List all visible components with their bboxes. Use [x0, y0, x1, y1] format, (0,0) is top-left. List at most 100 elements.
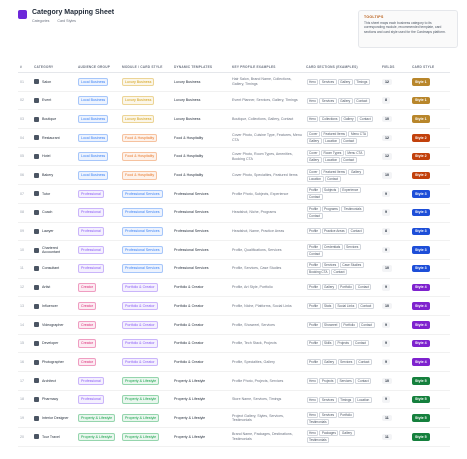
module-cell: Portfolio & Creator: [120, 315, 172, 335]
module-pill: Portfolio & Creator: [122, 301, 158, 311]
profile-examples: Profile, Tech Stack, Projects: [230, 334, 304, 354]
row-number: 12: [18, 278, 32, 298]
section-chip: Programs: [321, 206, 341, 213]
style-cell: Style 5: [410, 408, 450, 429]
module-cell: Property & Lifestyle: [120, 390, 172, 410]
section-chip: Hero: [306, 97, 319, 104]
mapping-table: # CATEGORY AUDIENCE GROUP MODULE / CARD STY…: [18, 62, 450, 447]
category-icon: [34, 191, 39, 197]
category: Chartered Accountant: [34, 246, 74, 255]
audience-pill: Property & Lifestyle: [78, 413, 116, 423]
audience-cell: Creator: [76, 352, 120, 372]
section-chip: Gallery: [348, 168, 364, 175]
category-name: Videographer: [42, 322, 64, 327]
sections-cell: Profile Skills Projects Contact: [304, 334, 380, 354]
category-cell: Hotel: [32, 147, 76, 167]
table-row: 18 Pharmacy Professional Property & Lifesty…: [18, 390, 450, 410]
audience-cell: Professional: [76, 203, 120, 223]
category-cell: Consultant: [32, 259, 76, 279]
sections-cell: Profile Gallery Portfolio Contact: [304, 278, 380, 298]
audience-pill: Creator: [78, 357, 96, 367]
row-number: 13: [18, 296, 32, 316]
table-row: 19 Interior Designer Property & Lifestyle P…: [18, 408, 450, 429]
audience-cell: Professional: [76, 390, 120, 410]
section-chip: Gallery: [321, 284, 337, 291]
section-chip: Case Studies: [339, 262, 364, 269]
module-pill: Professional Services: [122, 245, 163, 255]
profile-examples: Profile Photo, Subjects, Experience: [230, 184, 304, 204]
section-chip: Contact: [348, 228, 365, 235]
module-cell: Professional Services: [120, 240, 172, 260]
module-cell: Professional Services: [120, 259, 172, 279]
sections-cell: Cover Room Types Menu CTA Gallery Location Co…: [304, 147, 380, 167]
category-name: Tour Travel: [42, 434, 60, 439]
profile-examples: Profile, Services, Case Studies: [230, 259, 304, 279]
style-cell: Style 4: [410, 296, 450, 316]
category: Developer: [34, 340, 74, 346]
category-cell: Pharmacy: [32, 390, 76, 410]
card-style-badge: Style 1: [412, 115, 430, 123]
section-chip: Packages: [319, 430, 339, 437]
category-icon: [34, 79, 39, 85]
section-chip: Profile: [306, 284, 321, 291]
category-cell: Salon: [32, 72, 76, 92]
category-name: Architect: [42, 378, 56, 383]
table-row: 08 Coach Professional Professional Services…: [18, 203, 450, 223]
module-pill: Professional Services: [122, 227, 163, 236]
audience-cell: Local Business: [76, 147, 120, 167]
section-chip: Hero: [306, 116, 319, 123]
category-cell: Interior Designer: [32, 408, 76, 429]
fields-count: 9: [382, 209, 390, 216]
style-cell: Style 4: [410, 315, 450, 335]
section-chip: Menu CTA: [348, 131, 369, 138]
category-cell: Artist: [32, 278, 76, 298]
card-style-badge: Style 2: [412, 152, 430, 161]
audience-pill: Professional: [78, 208, 104, 217]
table-row: 20 Tour Travel Property & Lifestyle Propert…: [18, 427, 450, 447]
row-number: 08: [18, 203, 32, 223]
section-chip: Portfolio: [337, 411, 355, 418]
section-chip: Skills: [321, 340, 334, 347]
card-style-badge: Style 5: [412, 414, 430, 422]
module-cell: Property & Lifestyle: [120, 427, 172, 447]
sections-cell: Cover Featured Items Menu CTA Gallery Locati…: [304, 128, 380, 148]
sections-cell: Hero Services Gallery Contact: [304, 91, 380, 111]
template: Professional Services: [172, 184, 230, 204]
template: Food & Hospitality: [172, 128, 230, 148]
module-cell: Luxury Business: [120, 91, 172, 111]
template: Luxury Business: [172, 109, 230, 130]
module-pill: Food & Hospitality: [122, 152, 158, 161]
audience-cell: Creator: [76, 296, 120, 316]
template: Food & Hospitality: [172, 147, 230, 167]
style-cell: Style 3: [410, 259, 450, 279]
section-chip: Profile: [306, 243, 321, 250]
section-chip: Gallery: [306, 138, 322, 145]
section-chip: Cover: [306, 150, 321, 157]
fields-count: 10: [382, 265, 392, 272]
profile-examples: Project Gallery, Styles, Services, Testi…: [230, 408, 304, 429]
audience-cell: Creator: [76, 334, 120, 354]
style-cell: Style 3: [410, 240, 450, 260]
card-style-badge: Style 1: [412, 78, 430, 86]
section-chip: Services: [319, 411, 337, 418]
category-cell: Tutor: [32, 184, 76, 204]
app-icon: [18, 10, 27, 19]
section-chip: Stats: [321, 303, 334, 310]
column-header: AUDIENCE GROUP: [76, 62, 120, 73]
section-chip: Location: [306, 175, 324, 182]
subtitle-item: Categories: [32, 19, 50, 23]
section-chip: Menu CTA: [344, 150, 365, 157]
audience-cell: Professional: [76, 184, 120, 204]
column-header: DYNAMIC TEMPLATES: [172, 62, 230, 73]
fields-count: 10: [382, 302, 392, 310]
fields-cell: 12: [380, 147, 410, 167]
section-chip: Projects: [335, 340, 352, 347]
style-cell: Style 2: [410, 128, 450, 148]
row-number: 02: [18, 91, 32, 111]
card-style-badge: Style 2: [412, 134, 430, 142]
audience-cell: Local Business: [76, 109, 120, 130]
table-row: 11 Consultant Professional Professional Ser…: [18, 259, 450, 279]
category-icon: [34, 322, 39, 328]
fields-count: 9: [382, 190, 390, 198]
